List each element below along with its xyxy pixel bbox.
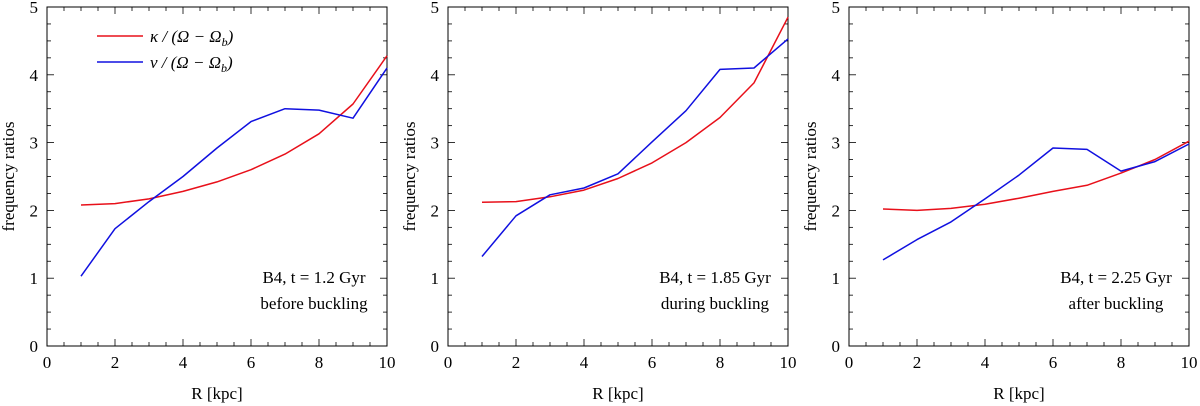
panel-annotation-line: before buckling	[260, 294, 368, 313]
legend: κ / (Ω − Ωb)ν / (Ω − Ωb)	[97, 27, 234, 75]
x-tick-label: 6	[1049, 353, 1058, 372]
panel-annotation-line: during buckling	[661, 294, 770, 313]
x-tick-label: 2	[913, 353, 922, 372]
panel-annotation-line: B4, t = 1.85 Gyr	[659, 268, 771, 287]
series-line-nu	[80, 67, 388, 277]
x-tick-label: 4	[981, 353, 990, 372]
legend-label-main: ν / (Ω − Ω	[150, 53, 221, 72]
x-tick-label: 10	[379, 353, 396, 372]
y-tick-label: 4	[832, 66, 841, 85]
y-axis-label: frequency ratios	[801, 122, 820, 232]
series-line-nu	[481, 38, 789, 257]
y-tick-label: 2	[30, 201, 39, 220]
legend-label-nu: ν / (Ω − Ωb)	[150, 53, 233, 75]
y-tick-label: 2	[431, 201, 440, 220]
legend-label-subscript: b	[221, 61, 227, 75]
y-tick-label: 1	[30, 269, 39, 288]
y-tick-label: 3	[832, 134, 841, 153]
y-tick-label: 1	[832, 269, 841, 288]
x-axis-label: R [kpc]	[592, 384, 643, 403]
legend-label-subscript: b	[222, 35, 228, 49]
y-tick-label: 0	[30, 337, 39, 356]
x-tick-label: 10	[780, 353, 797, 372]
x-tick-label: 0	[444, 353, 453, 372]
x-tick-label: 6	[247, 353, 256, 372]
y-tick-label: 0	[431, 337, 440, 356]
legend-label-main: κ / (Ω − Ω	[150, 27, 222, 46]
panel-annotation-line: B4, t = 2.25 Gyr	[1060, 268, 1172, 287]
x-tick-label: 4	[179, 353, 188, 372]
chart-panel-2: 0 2 4 6 8 10 0 1 2 3 4 5 R [kpc] frequency ratios B4, …	[400, 0, 797, 403]
x-tick-label: 2	[512, 353, 521, 372]
y-tick-label: 3	[431, 134, 440, 153]
y-tick-label: 1	[431, 269, 440, 288]
series-line-nu	[882, 143, 1190, 261]
x-tick-label: 10	[1181, 353, 1198, 372]
chart-panel-3: 0 2 4 6 8 10 0 1 2 3 4 5 R [kpc] frequency ratios B4, …	[801, 0, 1198, 403]
series-line-kappa	[481, 16, 789, 204]
y-tick-label: 5	[832, 0, 841, 17]
legend-label-close: )	[226, 53, 233, 72]
y-tick-label: 3	[30, 134, 39, 153]
y-tick-label: 4	[30, 66, 39, 85]
legend-label-close: )	[227, 27, 234, 46]
panel-annotation-line: after buckling	[1069, 294, 1164, 313]
y-tick-label: 4	[431, 66, 440, 85]
legend-label-kappa: κ / (Ω − Ωb)	[150, 27, 234, 49]
x-axis-label: R [kpc]	[191, 384, 242, 403]
y-axis-label: frequency ratios	[400, 122, 419, 232]
panel-annotation-line: B4, t = 1.2 Gyr	[262, 268, 365, 287]
y-tick-label: 5	[431, 0, 440, 17]
x-tick-label: 0	[43, 353, 52, 372]
x-tick-label: 6	[648, 353, 657, 372]
x-tick-label: 0	[845, 353, 854, 372]
x-axis-label: R [kpc]	[993, 384, 1044, 403]
x-tick-label: 4	[580, 353, 589, 372]
y-axis-label: frequency ratios	[0, 122, 18, 232]
x-tick-label: 2	[111, 353, 120, 372]
x-tick-label: 8	[716, 353, 725, 372]
y-tick-label: 5	[30, 0, 39, 17]
chart-panel-1: 0 2 4 6 8 10 0 1 2 3 4 5 R [kpc] frequency ratios B4, …	[0, 0, 396, 403]
x-tick-label: 8	[315, 353, 324, 372]
y-tick-label: 0	[832, 337, 841, 356]
series-line-kappa	[80, 55, 388, 206]
y-tick-label: 2	[832, 201, 841, 220]
series-line-kappa	[882, 140, 1190, 212]
x-tick-label: 8	[1117, 353, 1126, 372]
